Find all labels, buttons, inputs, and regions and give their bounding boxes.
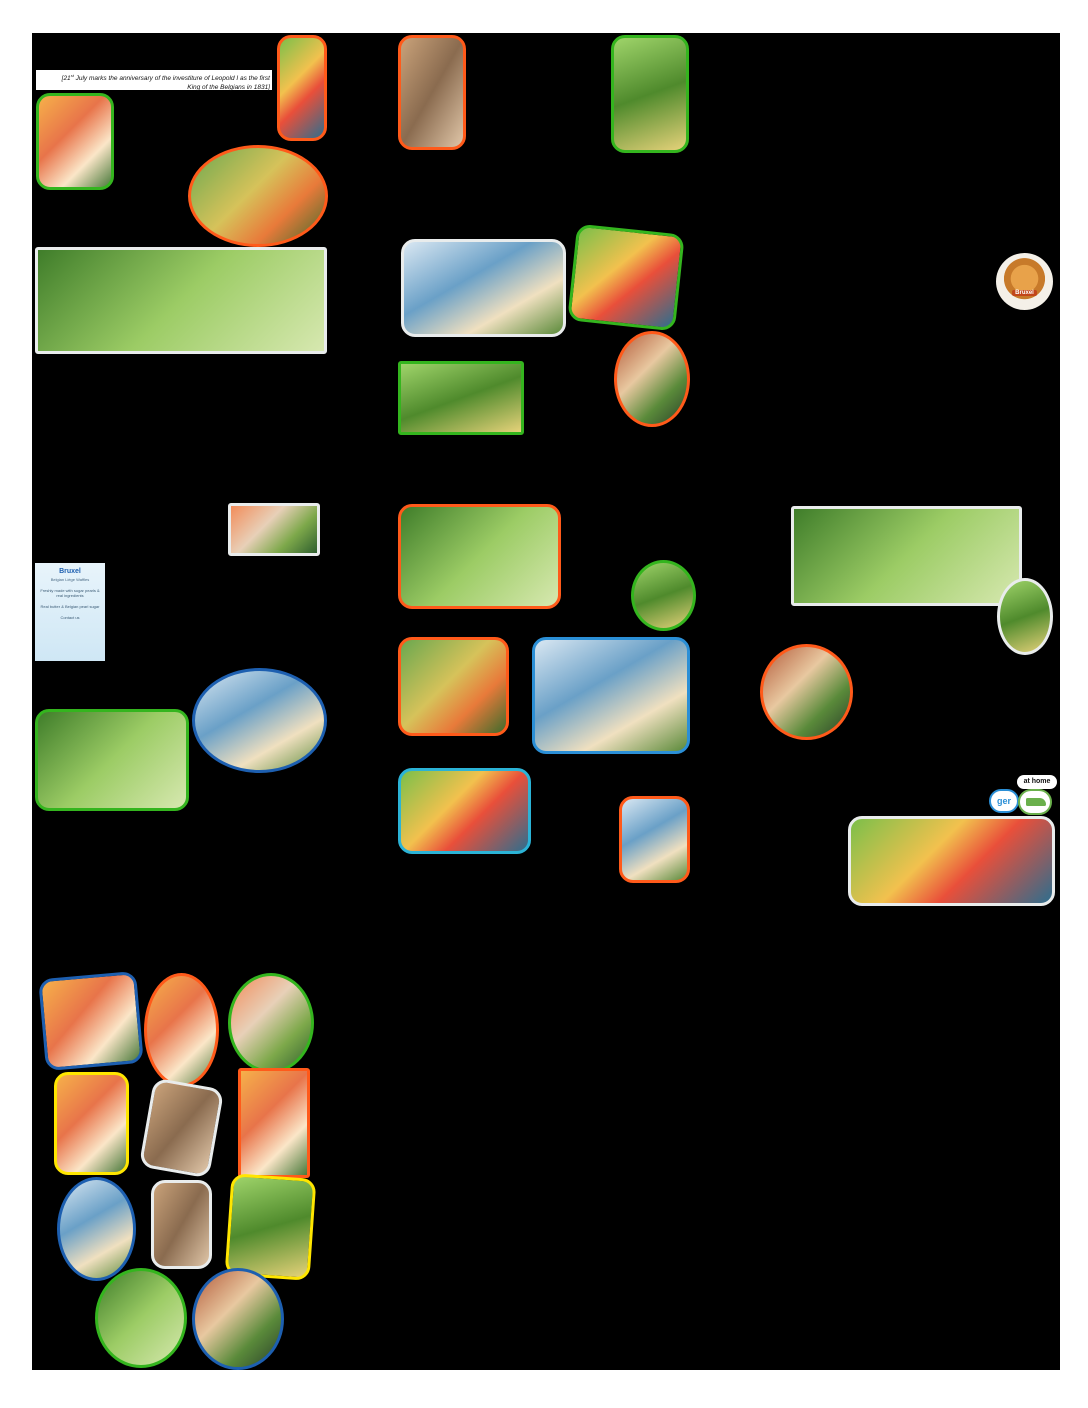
photo-waffle-older-woman [228, 973, 314, 1073]
photo-group-field [35, 247, 327, 354]
photo-group-celebration [791, 506, 1022, 606]
photo-large-group [848, 816, 1055, 906]
photo-dog [398, 35, 466, 150]
hasher-logo: at home ger [985, 775, 1060, 815]
photo-waffle-man-bald [38, 970, 144, 1072]
photo-group-talking [398, 504, 561, 609]
photo-party-pair [398, 768, 531, 854]
photo-flag-bearer [277, 35, 327, 141]
photo-waffle-duo [224, 1173, 317, 1281]
photo-two-men-seated [188, 145, 328, 247]
photo-person-lying-grass [611, 35, 689, 153]
logo-text: at home [1017, 775, 1057, 789]
photo-waffle-girl [54, 1072, 129, 1175]
photo-seated-group [192, 668, 327, 773]
photo-smiling-face [997, 578, 1053, 655]
photo-man-with-drink [614, 331, 690, 427]
anniversary-caption: [21st July marks the anniversary of the … [36, 70, 272, 91]
shoe-icon [1018, 789, 1052, 815]
photo-waffle-runner [57, 1177, 136, 1281]
photo-waffle-green-shirt [95, 1268, 187, 1368]
photo-cooler [567, 223, 685, 332]
photo-van-party [401, 239, 566, 337]
photo-waffle-boy [238, 1068, 310, 1178]
photo-seated-man [760, 644, 853, 740]
photo-green-shirt [631, 560, 696, 631]
photo-three-red-shirts [398, 637, 509, 736]
photo-man-thumbs-up [36, 93, 114, 190]
bruxel-flyer: Bruxel Belgian Liège Waffles Freshly mad… [35, 563, 105, 661]
waffle-badge: Bruxel [996, 253, 1053, 310]
photo-park [398, 361, 524, 435]
photo-group-night [35, 709, 189, 811]
photo-waffle-dark-shirt [192, 1268, 284, 1370]
photo-three-men [532, 637, 690, 754]
logo-mark: ger [989, 789, 1019, 813]
photo-waffle-cap [151, 1180, 212, 1269]
photo-runners-path [228, 503, 320, 556]
photo-girl-tshirt [619, 796, 690, 883]
photo-waffle-woman [144, 973, 219, 1087]
